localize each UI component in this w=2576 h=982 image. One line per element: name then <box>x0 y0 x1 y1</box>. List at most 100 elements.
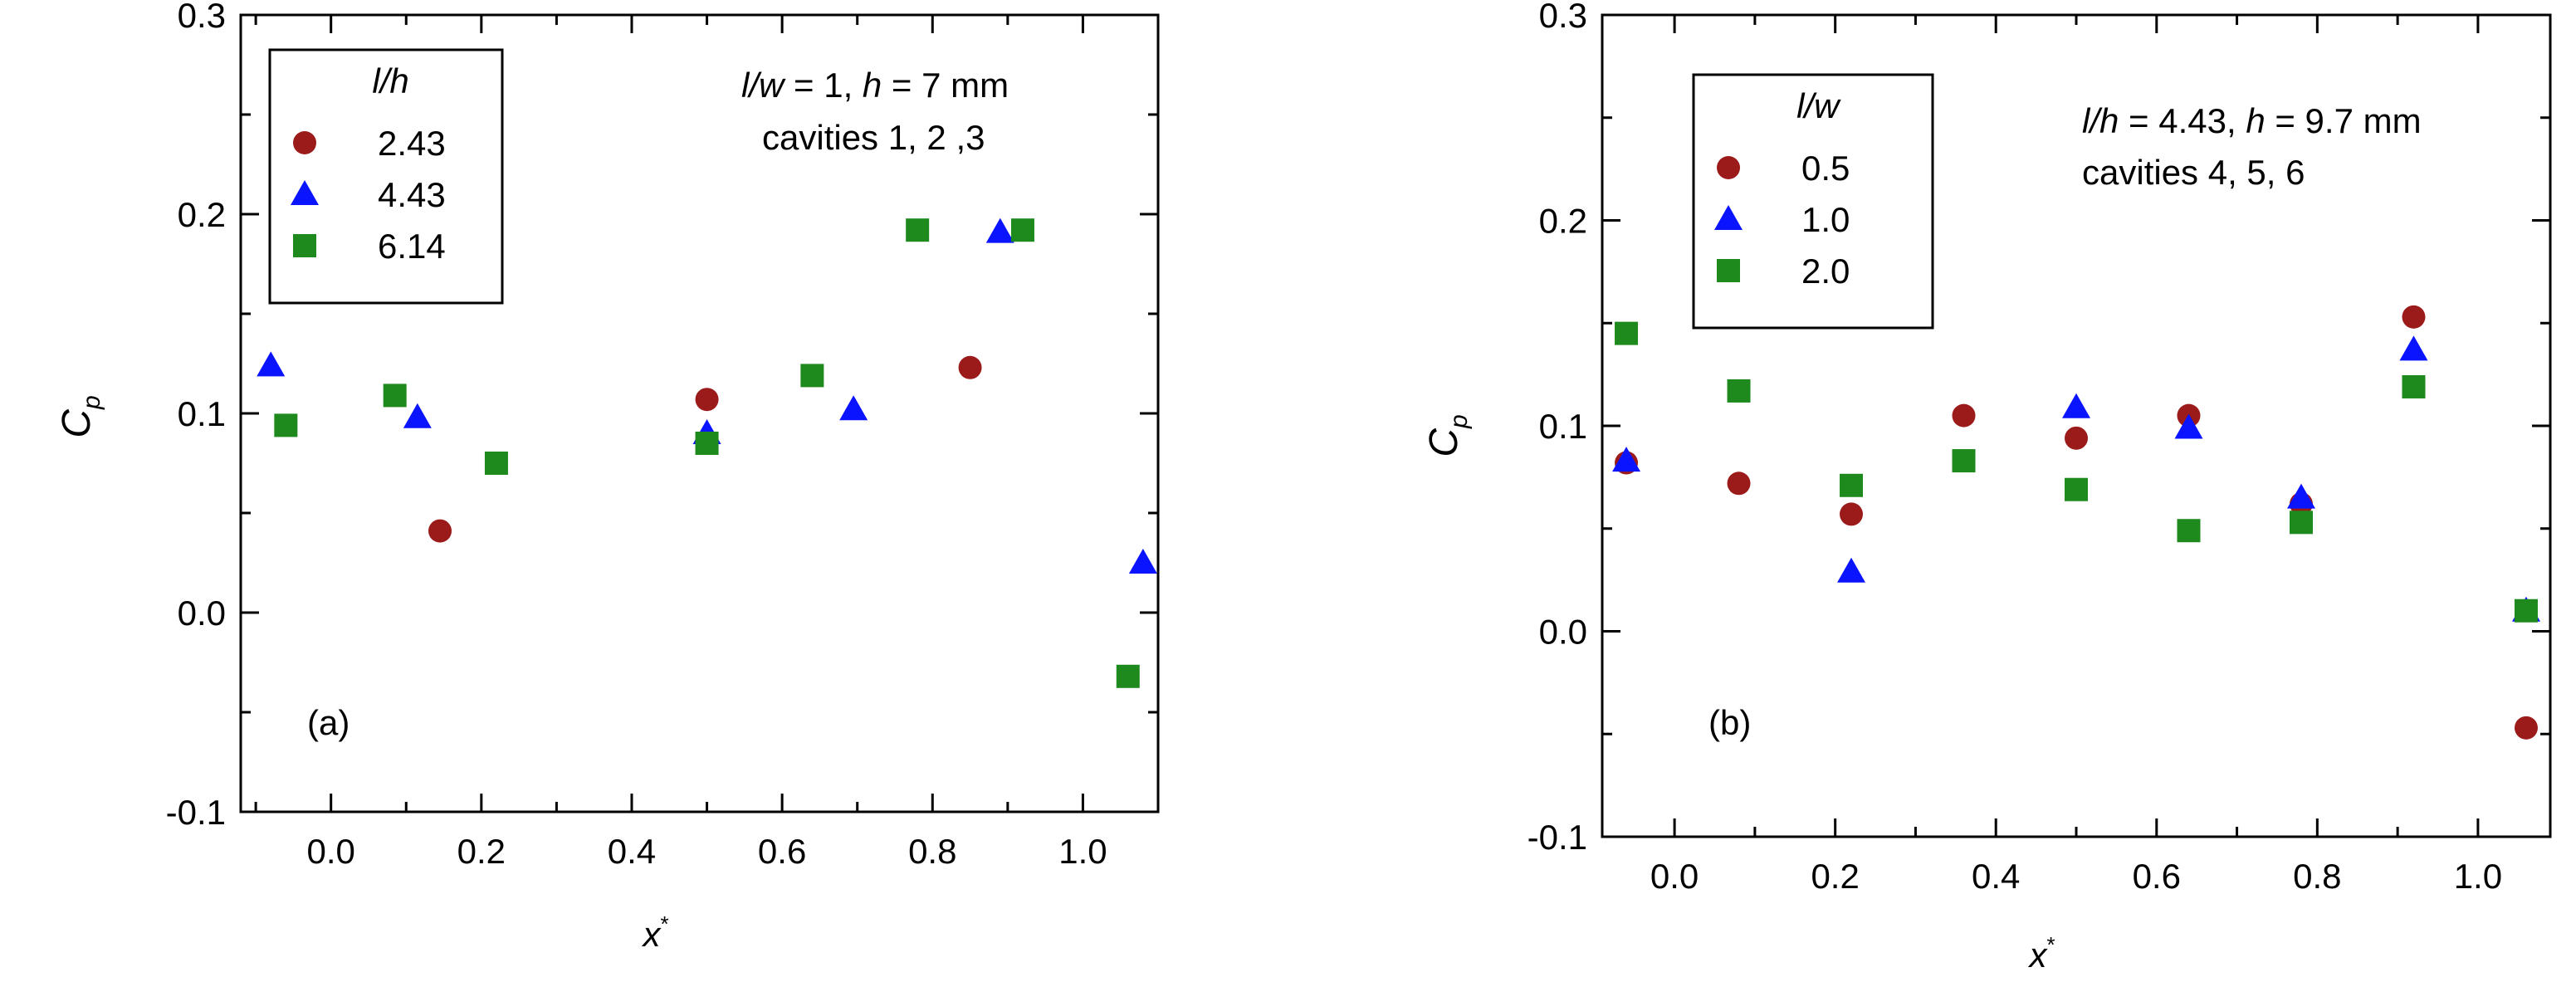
chart-panel-b: 0.0 0.2 0.4 0.6 0.8 1.0 -0.1 0.0 0.1 0.2 0.3 l/w … <box>1422 0 2552 975</box>
x-tick-label: 0.4 <box>608 832 656 871</box>
legend-box <box>268 48 504 305</box>
data-point-square <box>695 432 719 455</box>
x-axis-label-main: x <box>641 915 662 954</box>
x-tick-labels: 0.0 0.2 0.4 0.6 0.8 1.0 <box>1650 857 2502 896</box>
x-tick-label: 0.8 <box>2293 857 2341 896</box>
annotation-1-part-1: l/w <box>741 66 786 105</box>
x-tick-label: 0.6 <box>758 832 806 871</box>
x-tick-label: 0.8 <box>908 832 956 871</box>
legend-marker-triangle <box>1714 205 1743 230</box>
x-axis-label-sup: * <box>2046 932 2055 957</box>
data-point-circle <box>1952 403 1976 427</box>
data-point-square <box>800 364 824 388</box>
annotation-line-1: l/h = 4.43, h = 9.7 mm <box>2082 101 2422 140</box>
data-point-circle <box>958 355 982 379</box>
legend-marker-square <box>1717 259 1740 282</box>
legend-title-italic: l/h <box>372 61 408 100</box>
data-point-circle <box>428 519 452 543</box>
data-point-triangle <box>1612 447 1641 472</box>
annotation-1-part-4: = 7 mm <box>882 66 1009 105</box>
annotation-line-2: cavities 4, 5, 6 <box>2082 153 2305 192</box>
data-point-square <box>1010 218 1034 242</box>
legend-entries: 2.43 4.43 6.14 <box>291 124 446 266</box>
data-point-circle <box>2065 426 2088 450</box>
data-markers <box>257 217 1157 688</box>
x-axis-label: x* <box>641 911 668 954</box>
chart-panel-a: 0.0 0.2 0.4 0.6 0.8 1.0 -0.1 0.0 0.1 0.2 0.3 l/h … <box>55 0 1160 954</box>
y-axis-label-main: C <box>1422 428 1466 457</box>
data-point-triangle <box>257 351 286 377</box>
x-tick-label: 0.6 <box>2133 857 2181 896</box>
data-point-square <box>383 384 407 408</box>
legend-title: l/w <box>1796 86 1841 125</box>
annotation-1-part-4: = 9.7 mm <box>2266 101 2422 140</box>
data-point-triangle <box>2174 413 2203 439</box>
x-axis-label: x* <box>2027 932 2055 975</box>
y-tick-label: 0.1 <box>1539 407 1587 446</box>
x-tick-label: 1.0 <box>2454 857 2502 896</box>
axis-ticks <box>1602 13 2550 838</box>
y-axis-label: Cp <box>55 395 105 437</box>
x-tick-label: 0.2 <box>1811 857 1859 896</box>
data-point-circle <box>695 388 719 412</box>
annotation-1-part-2: = 1, <box>784 66 863 105</box>
panel-label: (b) <box>1708 703 1751 742</box>
x-tick-label: 0.4 <box>1972 857 2020 896</box>
x-axis-label-main: x <box>2027 936 2048 975</box>
legend-entry-label: 2.0 <box>1801 252 1850 291</box>
legend-marker-circle <box>293 131 316 154</box>
legend-title: l/h <box>372 61 408 100</box>
data-point-triangle <box>985 217 1014 243</box>
data-point-square <box>274 413 298 437</box>
y-tick-label: 0.3 <box>1539 0 1587 35</box>
legend-title-italic: l/w <box>1796 86 1841 125</box>
data-point-square <box>1727 379 1751 403</box>
data-point-square <box>1615 321 1639 345</box>
y-axis-label-sub: p <box>1445 414 1473 429</box>
data-point-square <box>906 218 930 242</box>
legend-entry-label: 0.5 <box>1801 149 1850 188</box>
y-tick-label: 0.3 <box>178 0 226 35</box>
data-point-triangle <box>839 395 868 421</box>
legend: l/h 2.43 4.43 6.14 <box>268 48 504 305</box>
data-markers <box>1612 305 2540 740</box>
legend: l/w 0.5 1.0 2.0 <box>1692 73 1934 330</box>
legend-entry-label: 4.43 <box>378 175 446 214</box>
y-tick-label: 0.2 <box>1539 202 1587 241</box>
y-axis-label-sub: p <box>78 395 105 410</box>
x-tick-label: 0.0 <box>1650 857 1699 896</box>
legend-entries: 0.5 1.0 2.0 <box>1714 149 1850 291</box>
y-tick-label: 0.2 <box>178 195 226 234</box>
data-point-triangle <box>2399 335 2428 361</box>
y-tick-label: -0.1 <box>166 793 226 832</box>
data-point-triangle <box>1837 557 1866 583</box>
data-point-square <box>2065 477 2088 501</box>
y-tick-label: 0.1 <box>178 394 226 433</box>
legend-entry-label: 2.43 <box>378 124 446 163</box>
y-axis-label-main: C <box>55 409 99 438</box>
panel-label: (a) <box>307 703 349 742</box>
y-tick-label: 0.0 <box>178 594 226 633</box>
x-tick-label: 0.0 <box>306 832 354 871</box>
legend-marker-circle <box>1717 156 1740 179</box>
axis-ticks <box>241 13 1160 813</box>
y-tick-label: -0.1 <box>1528 818 1587 857</box>
legend-marker-triangle <box>291 180 319 205</box>
data-point-square <box>2289 511 2313 535</box>
y-tick-label: 0.0 <box>1539 613 1587 652</box>
legend-entry-label: 1.0 <box>1801 200 1850 239</box>
annotation-line-2: cavities 1, 2 ,3 <box>762 118 985 157</box>
x-tick-labels: 0.0 0.2 0.4 0.6 0.8 1.0 <box>306 832 1107 871</box>
data-point-circle <box>2514 716 2538 740</box>
data-point-square <box>2177 519 2201 543</box>
annotation-1-part-3: h <box>863 66 882 105</box>
data-point-triangle <box>1128 549 1157 574</box>
data-point-square <box>1840 473 1864 497</box>
annotation-1-part-3: h <box>2246 101 2265 140</box>
data-point-square <box>1116 664 1140 688</box>
data-point-circle <box>1727 471 1751 496</box>
data-point-circle <box>2402 305 2426 329</box>
data-point-triangle <box>2286 483 2315 509</box>
data-point-triangle <box>2062 393 2090 418</box>
